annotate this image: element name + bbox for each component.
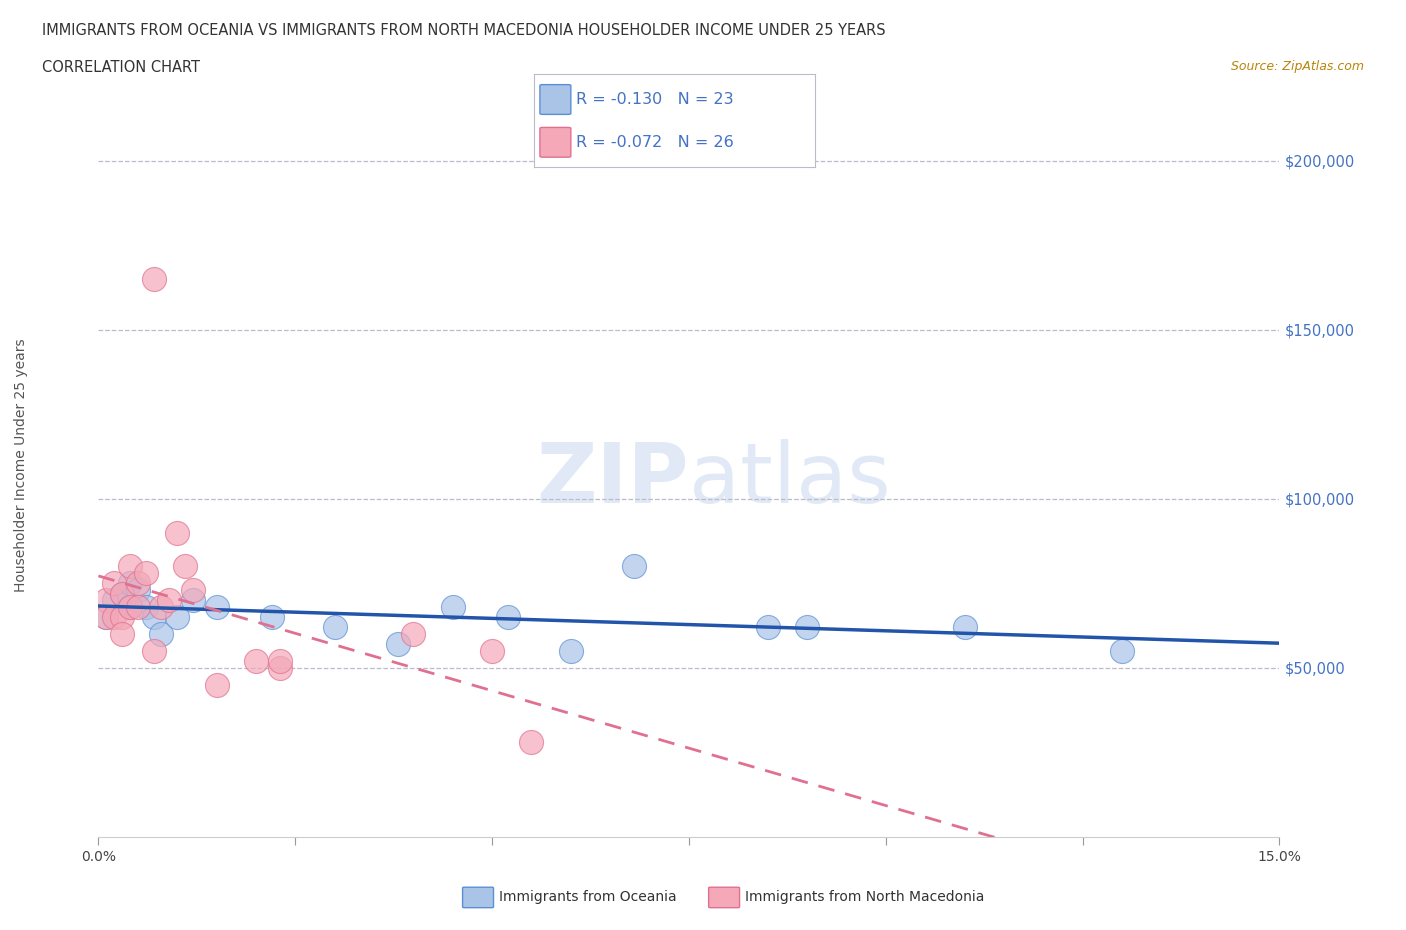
Point	[135, 600, 157, 615]
Point	[441, 600, 464, 615]
Point	[118, 576, 141, 591]
Point	[623, 559, 645, 574]
Point	[103, 610, 125, 625]
Text: ZIP: ZIP	[537, 439, 689, 521]
Point	[1111, 644, 1133, 658]
Point	[142, 272, 165, 286]
Point	[111, 610, 134, 625]
Point	[127, 576, 149, 591]
Text: Householder Income Under 25 years: Householder Income Under 25 years	[14, 339, 28, 591]
Point	[796, 620, 818, 635]
Point	[103, 576, 125, 591]
FancyBboxPatch shape	[540, 85, 571, 114]
Point	[756, 620, 779, 635]
Point	[118, 600, 141, 615]
Text: Immigrants from Oceania: Immigrants from Oceania	[499, 890, 676, 905]
Point	[387, 637, 409, 652]
Point	[111, 627, 134, 642]
Point	[953, 620, 976, 635]
Point	[166, 525, 188, 540]
Text: Immigrants from North Macedonia: Immigrants from North Macedonia	[745, 890, 984, 905]
Point	[174, 559, 197, 574]
Point	[111, 586, 134, 601]
Point	[205, 677, 228, 692]
Point	[150, 600, 173, 615]
Point	[166, 610, 188, 625]
FancyBboxPatch shape	[540, 127, 571, 157]
Point	[481, 644, 503, 658]
Text: R = -0.130   N = 23: R = -0.130 N = 23	[576, 92, 734, 107]
Point	[96, 610, 118, 625]
Point	[103, 592, 125, 607]
Text: R = -0.072   N = 26: R = -0.072 N = 26	[576, 135, 734, 150]
Point	[150, 627, 173, 642]
Point	[269, 660, 291, 675]
Point	[520, 735, 543, 750]
Point	[96, 592, 118, 607]
Point	[560, 644, 582, 658]
Point	[135, 565, 157, 580]
Point	[111, 586, 134, 601]
Point	[205, 600, 228, 615]
Point	[96, 610, 118, 625]
Point	[142, 644, 165, 658]
Point	[118, 559, 141, 574]
Text: Source: ZipAtlas.com: Source: ZipAtlas.com	[1230, 60, 1364, 73]
Point	[127, 583, 149, 598]
Text: CORRELATION CHART: CORRELATION CHART	[42, 60, 200, 75]
Point	[157, 592, 180, 607]
Point	[181, 592, 204, 607]
Point	[323, 620, 346, 635]
Point	[127, 600, 149, 615]
Point	[269, 654, 291, 669]
Point	[260, 610, 283, 625]
Text: IMMIGRANTS FROM OCEANIA VS IMMIGRANTS FROM NORTH MACEDONIA HOUSEHOLDER INCOME UN: IMMIGRANTS FROM OCEANIA VS IMMIGRANTS FR…	[42, 23, 886, 38]
Point	[118, 600, 141, 615]
Point	[181, 583, 204, 598]
Point	[245, 654, 267, 669]
Point	[142, 610, 165, 625]
Text: atlas: atlas	[689, 439, 890, 521]
Point	[402, 627, 425, 642]
Point	[496, 610, 519, 625]
